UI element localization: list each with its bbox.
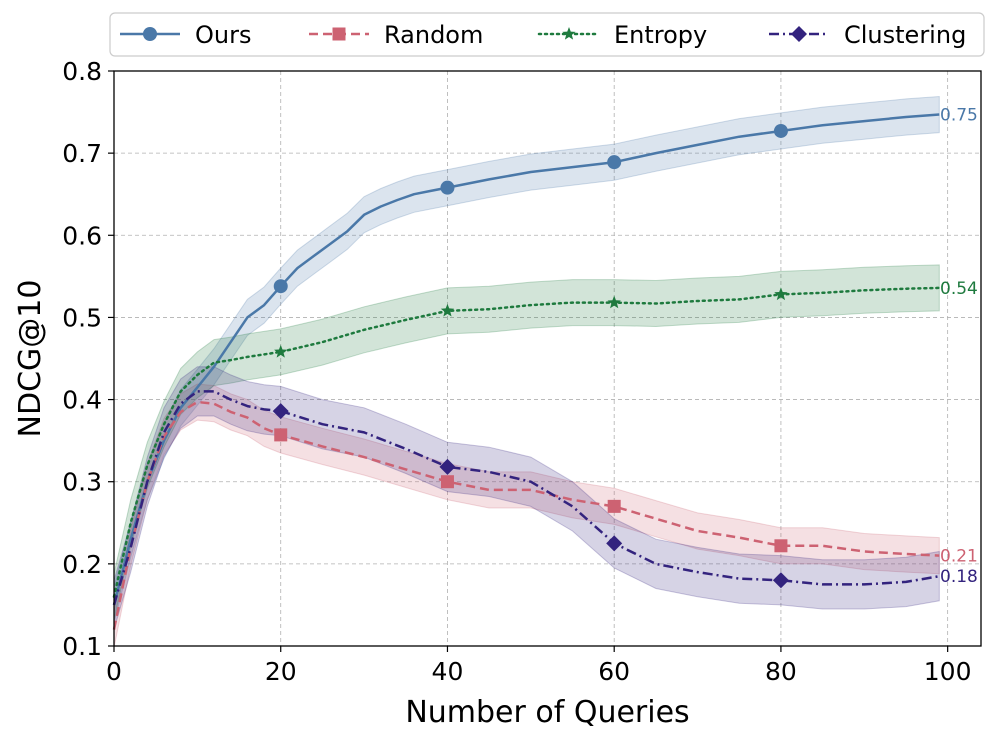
y-tick-label: 0.8 xyxy=(62,57,102,86)
band-ours xyxy=(113,95,940,624)
y-tick-label: 0.1 xyxy=(62,632,102,661)
legend: Ours Random Entropy Clustering xyxy=(109,12,985,57)
x-tick-label: 100 xyxy=(924,657,972,686)
y-tick-label: 0.6 xyxy=(62,221,102,250)
marker-clustering xyxy=(772,572,789,589)
legend-label-clustering: Clustering xyxy=(844,21,966,49)
marker-random xyxy=(440,475,454,489)
marker-clustering xyxy=(439,458,456,475)
marker-ours xyxy=(607,155,622,170)
legend-label-random: Random xyxy=(384,21,483,49)
x-tick-label: 60 xyxy=(598,657,630,686)
end-labels: 0.75 0.21 0.54 0.18 xyxy=(940,106,978,588)
y-axis-title: NDCG@10 xyxy=(13,280,48,438)
legend-marker-entropy xyxy=(562,27,576,40)
marker-random xyxy=(774,539,788,553)
y-tick-label: 0.5 xyxy=(62,303,102,332)
legend-label-ours: Ours xyxy=(195,21,251,49)
y-tick-label: 0.2 xyxy=(62,550,102,579)
band-entropy xyxy=(113,264,940,620)
marker-entropy xyxy=(774,287,788,301)
legend-marker-clustering xyxy=(791,26,807,42)
marker-entropy xyxy=(274,344,288,358)
line-entropy xyxy=(112,286,941,598)
plot-frame xyxy=(113,70,982,647)
legend-label-entropy: Entropy xyxy=(614,21,707,49)
marker-ours xyxy=(273,279,288,294)
y-tick-label: 0.3 xyxy=(62,468,102,497)
line-random xyxy=(112,400,940,630)
series-lines xyxy=(112,113,941,630)
end-label-random: 0.21 xyxy=(940,547,978,567)
legend-marker-random xyxy=(332,27,346,41)
line-clustering xyxy=(112,390,940,606)
line-ours xyxy=(112,113,940,606)
marker-entropy xyxy=(440,303,455,317)
x-tick-label: 0 xyxy=(106,657,122,686)
series-markers xyxy=(272,123,789,589)
confidence-bands xyxy=(113,95,940,648)
end-label-clustering: 0.18 xyxy=(940,567,978,587)
axis-ticks: 0 20 40 60 80 100 0.1 0.2 0.3 0.4 0.5 0.6 0.7 0.8 xyxy=(62,57,971,686)
y-tick-label: 0.4 xyxy=(62,386,102,415)
x-tick-label: 80 xyxy=(765,657,797,686)
legend-marker-ours xyxy=(143,27,157,41)
marker-clustering xyxy=(606,535,623,552)
end-label-ours: 0.75 xyxy=(940,106,978,126)
x-tick-label: 40 xyxy=(432,657,464,686)
marker-random xyxy=(274,428,288,442)
marker-clustering xyxy=(272,403,289,420)
y-tick-label: 0.7 xyxy=(62,139,102,168)
marker-entropy xyxy=(607,295,621,309)
x-axis-title: Number of Queries xyxy=(405,695,689,730)
x-tick-label: 20 xyxy=(265,657,297,686)
marker-ours xyxy=(773,123,788,138)
marker-random xyxy=(607,499,621,513)
marker-ours xyxy=(440,180,455,195)
end-label-entropy: 0.54 xyxy=(940,279,978,299)
band-clustering xyxy=(113,366,940,630)
